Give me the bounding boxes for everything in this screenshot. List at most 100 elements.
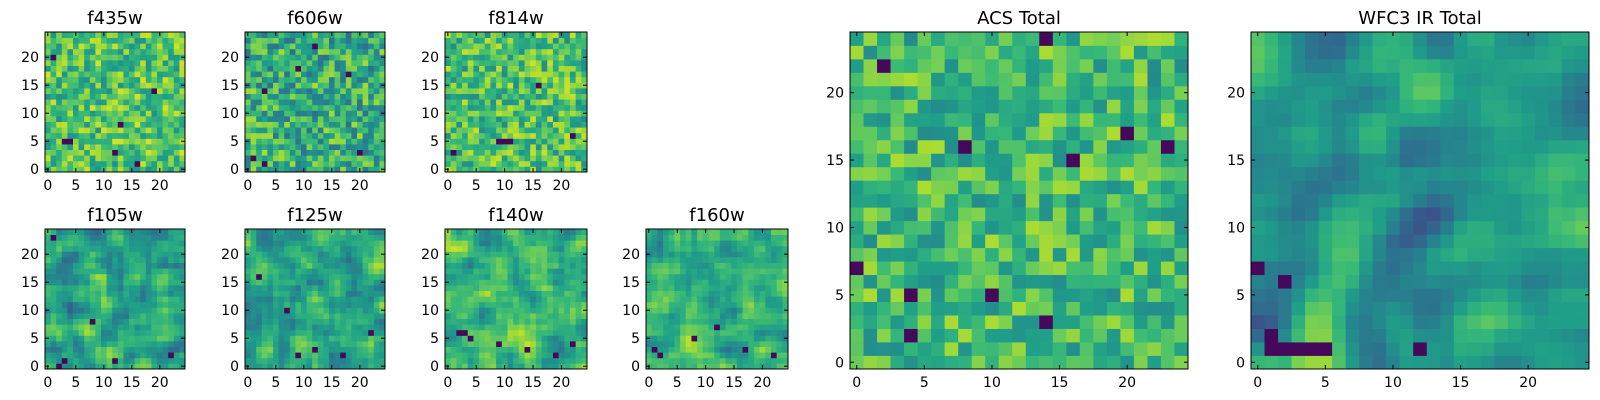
heatmap-cell (106, 104, 113, 111)
heatmap-cell (1052, 180, 1067, 195)
heatmap-cell (496, 138, 503, 145)
heatmap-cell (530, 99, 537, 106)
heatmap-cell (496, 104, 503, 111)
heatmap-cell (278, 363, 285, 370)
heatmap-cell (267, 268, 274, 275)
heatmap-cell (267, 32, 274, 38)
heatmap-cell (524, 104, 531, 111)
heatmap-cell (306, 313, 313, 319)
heatmap-cell (518, 76, 525, 83)
heatmap-cell (278, 341, 285, 347)
heatmap-cell (312, 240, 319, 247)
heatmap-cell (524, 307, 531, 314)
heatmap-cell (496, 257, 503, 263)
heatmap-cell (1133, 261, 1148, 276)
heatmap-cell (651, 329, 658, 336)
heatmap-cell (479, 99, 486, 106)
heatmap-cell (697, 285, 704, 291)
heatmap-cell (1120, 180, 1135, 195)
heatmap-cell (456, 268, 463, 275)
heatmap-cell (719, 229, 726, 235)
heatmap-cell (157, 234, 163, 241)
heatmap-cell (284, 318, 291, 325)
heatmap-cell (1025, 261, 1040, 276)
heatmap-cell (575, 93, 582, 100)
heatmap-cell (507, 132, 514, 139)
heatmap-cell (714, 357, 721, 364)
heatmap-cell (250, 268, 257, 275)
heatmap-cell (558, 88, 565, 94)
heatmap-cell (250, 229, 257, 235)
heatmap-cell (256, 166, 263, 173)
heatmap-cell (462, 296, 469, 303)
x-tick-label: 20 (151, 178, 169, 194)
heatmap-cell (731, 273, 738, 280)
heatmap-cell (518, 132, 525, 139)
heatmap-cell (479, 363, 486, 370)
heatmap-cell (541, 346, 548, 353)
heatmap-cell (877, 247, 891, 262)
heatmap-cell (357, 82, 363, 89)
heatmap-cell (145, 116, 152, 122)
heatmap-cell (245, 324, 251, 331)
heatmap-cell (317, 43, 324, 50)
heatmap-cell (84, 88, 91, 94)
heatmap-cell (564, 307, 571, 314)
heatmap-cell (278, 121, 285, 128)
heatmap-cell (581, 155, 588, 162)
heatmap-cell (753, 229, 760, 235)
heatmap-cell (123, 279, 130, 286)
heatmap-cell (1147, 355, 1162, 370)
heatmap-cell (450, 116, 457, 122)
heatmap-cell (151, 324, 158, 331)
heatmap-cell (250, 234, 257, 241)
heatmap-cell (657, 245, 664, 252)
heatmap-cell (317, 346, 324, 353)
heatmap-cell (151, 346, 158, 353)
heatmap-cell (256, 54, 263, 61)
heatmap-cell (569, 127, 577, 134)
heatmap-cell (581, 160, 588, 167)
heatmap-cell (306, 285, 313, 291)
heatmap-cell (697, 268, 704, 275)
heatmap-cell (134, 144, 141, 150)
heatmap-cell (106, 251, 113, 258)
heatmap-cell (368, 240, 375, 247)
heatmap-cell (674, 251, 681, 258)
heatmap-cell (680, 301, 687, 308)
heatmap-cell (351, 324, 358, 331)
heatmap-cell (250, 307, 257, 314)
heatmap-cell (759, 245, 766, 252)
heatmap-cell (379, 301, 386, 308)
heatmap-cell (1052, 301, 1067, 316)
heatmap-cell (84, 296, 91, 303)
heatmap-cell (334, 93, 341, 100)
heatmap-cell (129, 138, 135, 145)
heatmap-cell (73, 352, 79, 359)
heatmap-cell (151, 290, 158, 297)
heatmap-cell (250, 121, 257, 128)
heatmap-cell (379, 341, 386, 347)
heatmap-cell (569, 149, 577, 156)
heatmap-cell (273, 290, 279, 297)
heatmap-cell (101, 132, 107, 139)
heatmap-cell (323, 43, 330, 50)
heatmap-cell (284, 37, 291, 44)
heatmap-cell (581, 149, 588, 156)
heatmap-cell (518, 104, 525, 111)
heatmap-cell (535, 149, 542, 156)
heatmap-cell (1106, 207, 1121, 222)
heatmap-cell (284, 138, 291, 145)
heatmap-cell (312, 116, 319, 122)
heatmap-cell (541, 138, 548, 145)
heatmap-cell (289, 240, 296, 247)
heatmap-cell (312, 82, 319, 89)
heatmap-cell (524, 160, 531, 167)
heatmap-cell (140, 234, 147, 241)
heatmap-cell (101, 60, 107, 66)
heatmap-cell (134, 104, 141, 111)
heatmap-cell (501, 149, 508, 156)
heatmap-cell (45, 121, 51, 128)
y-tick-label: 10 (221, 106, 239, 122)
heatmap-cell (278, 160, 285, 167)
